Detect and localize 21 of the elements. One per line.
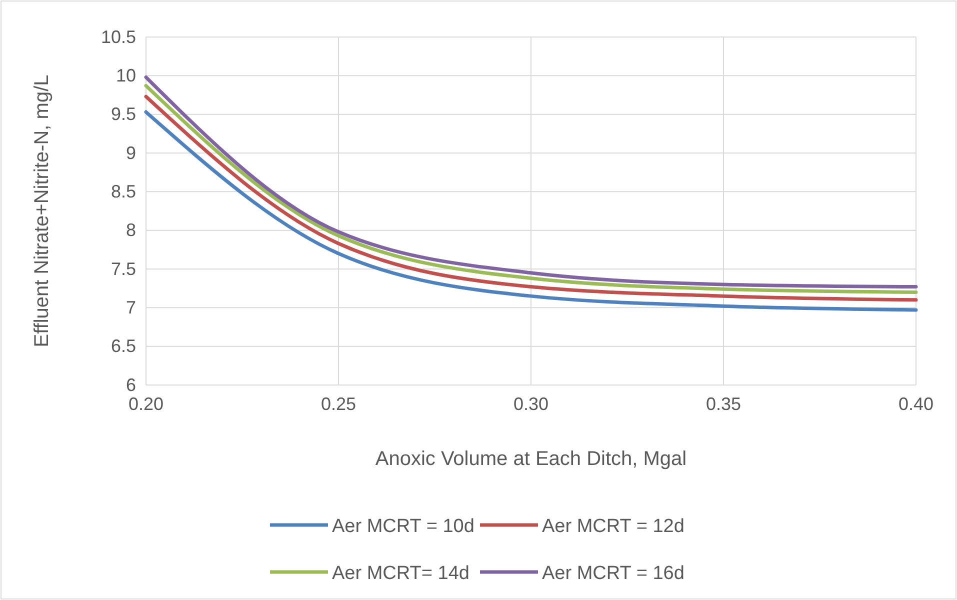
x-tick-label: 0.20: [128, 394, 164, 414]
x-tick-label: 0.35: [706, 394, 742, 414]
y-tick-label: 7: [126, 297, 136, 318]
x-tick-label: 0.30: [513, 394, 549, 414]
x-tick-label: 0.40: [898, 394, 934, 414]
y-tick-label: 6: [126, 374, 136, 395]
legend-label: Aer MCRT = 12d: [542, 516, 684, 537]
y-tick-label: 7.5: [110, 258, 136, 279]
y-tick-label: 10.5: [100, 26, 136, 47]
legend-label: Aer MCRT = 10d: [332, 516, 474, 537]
x-tick-label: 0.25: [320, 394, 356, 414]
y-tick-label: 6.5: [110, 336, 136, 356]
y-tick-label: 10: [116, 65, 136, 86]
y-tick-label: 9.5: [110, 104, 136, 124]
y-axis-title: Effluent Nitrate+Nitrite-N, mg/L: [31, 74, 53, 348]
y-tick-label: 8: [126, 220, 136, 240]
x-axis-title: Anoxic Volume at Each Ditch, Mgal: [375, 448, 687, 470]
y-tick-label: 9: [126, 142, 136, 163]
legend-label: Aer MCRT = 16d: [542, 563, 684, 584]
legend-label: Aer MCRT= 14d: [332, 563, 470, 584]
y-tick-label: 8.5: [110, 181, 136, 202]
